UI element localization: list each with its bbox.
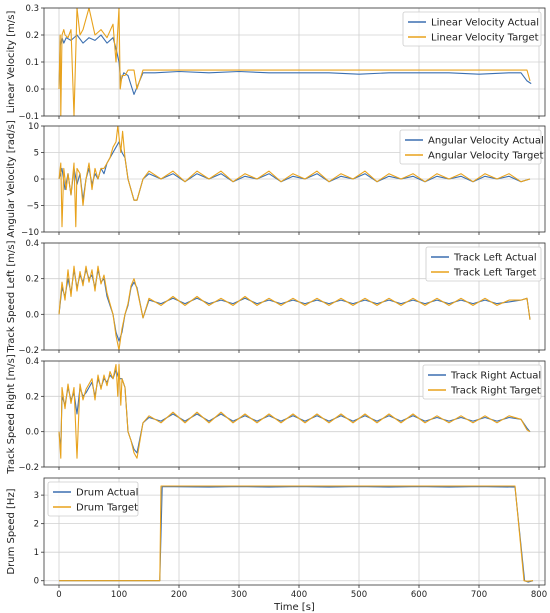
y-tick-label: 1	[34, 548, 39, 558]
y-tick-label: 10	[28, 122, 39, 132]
y-axis-label: Track Speed Right [m/s]	[6, 354, 17, 475]
y-tick-label: 0.0	[25, 310, 39, 320]
subplot-3: −0.2 0.0 0.2 0.4 Track Speed Left [m/s] Track…	[6, 239, 546, 356]
legend-frame	[425, 246, 542, 282]
y-axis-label: Track Speed Left [m/s]	[6, 240, 17, 353]
y-tick-label: 0.4	[25, 357, 39, 367]
y-tick-label: 0	[34, 175, 39, 185]
y-tick-label: 0.0	[25, 428, 39, 438]
x-tick-label: 700	[471, 590, 487, 600]
legend: Track Right Actual Track Right Target	[422, 364, 542, 400]
y-tick-label: 0.3	[25, 4, 39, 14]
x-tick-label: 0	[56, 590, 61, 600]
y-tick-label: −0.2	[18, 346, 39, 356]
legend: Track Left Actual Track Left Target	[425, 246, 542, 282]
series-line-target	[58, 363, 531, 459]
x-tick-label: 500	[351, 590, 367, 600]
y-tick-label: −5	[26, 202, 39, 212]
y-tick-label: 0.2	[25, 275, 39, 285]
y-tick-label: −10	[21, 228, 39, 238]
legend-frame	[402, 11, 542, 47]
legend-entry: Track Right Target	[450, 386, 541, 397]
y-tick-label: 5	[34, 149, 39, 159]
legend-entry: Drum Target	[76, 503, 138, 514]
legend-entry: Track Left Actual	[453, 253, 537, 264]
legend-entry: Linear Velocity Target	[431, 33, 539, 44]
legend-entry: Track Right Actual	[450, 371, 541, 382]
y-tick-label: 0	[34, 577, 39, 587]
legend: Angular Velocity Actual Angular Velocity …	[399, 129, 544, 165]
x-tick-label: 200	[171, 590, 187, 600]
series-line-target	[59, 485, 534, 582]
series-line-target	[58, 126, 531, 228]
y-axis-label: Drum Speed [Hz]	[6, 488, 17, 574]
y-tick-label: −0.2	[18, 463, 39, 473]
x-tick-label: 800	[531, 590, 547, 600]
y-tick-label: 0.2	[25, 31, 39, 41]
legend-frame	[399, 129, 542, 165]
y-tick-label: 0.4	[25, 239, 39, 249]
series-line-actual	[58, 141, 531, 201]
y-tick-label: 0.1	[25, 58, 39, 68]
legend-entry: Track Left Target	[453, 268, 536, 279]
x-tick-label: 400	[291, 590, 307, 600]
legend-entry: Linear Velocity Actual	[431, 18, 539, 29]
x-tick-label: 600	[411, 590, 427, 600]
x-tick-label: 100	[111, 590, 127, 600]
legend-entry: Angular Velocity Target	[428, 151, 543, 162]
plot-frame	[43, 360, 546, 468]
legend-frame	[422, 364, 542, 400]
y-axis-label: Angular Velocity [rad/s]	[6, 120, 17, 238]
series-line-target	[58, 265, 531, 350]
subplot-2: −10 −5 0 5 10 Angular Velocity [rad/s] Angular…	[6, 120, 546, 238]
y-axis-label: Linear Velocity [m/s]	[6, 11, 17, 114]
y-tick-label: 3	[34, 491, 39, 501]
subplot-5: 0 1 2 3 0 100 200 300 400 500 600 700 800 Drum Speed …	[6, 477, 547, 613]
y-tick-label: 0.0	[25, 85, 39, 95]
x-tick-label: 300	[231, 590, 247, 600]
plot-frame	[43, 477, 546, 586]
legend-entry: Angular Velocity Actual	[428, 136, 544, 147]
y-tick-label: 2	[34, 520, 39, 530]
legend-entry: Drum Actual	[76, 488, 138, 499]
subplot-4: −0.2 0.0 0.2 0.4 Track Speed Right [m/s] Trac…	[6, 354, 546, 475]
legend: Linear Velocity Actual Linear Velocity Ta…	[402, 11, 542, 47]
y-tick-label: 0.2	[25, 392, 39, 402]
legend: Drum Actual Drum Target	[47, 481, 138, 517]
x-axis-label: Time [s]	[273, 602, 315, 613]
plot-frame	[43, 242, 546, 351]
series-line-target	[58, 8, 531, 116]
y-tick-label: −0.1	[18, 112, 39, 122]
subplot-1: −0.1 0.0 0.1 0.2 0.3 Linear Velocity [m/s] Lin…	[6, 4, 546, 122]
